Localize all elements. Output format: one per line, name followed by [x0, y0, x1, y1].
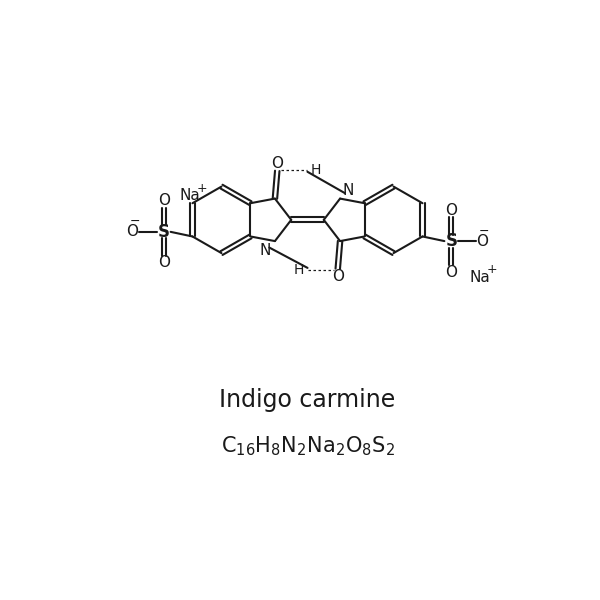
Text: O: O [445, 265, 457, 280]
Text: C$_{16}$H$_{8}$N$_{2}$Na$_{2}$O$_{8}$S$_{2}$: C$_{16}$H$_{8}$N$_{2}$Na$_{2}$O$_{8}$S$_… [221, 434, 394, 458]
Text: O: O [271, 155, 283, 170]
Text: O: O [158, 256, 170, 271]
Text: O: O [158, 193, 170, 208]
Text: S: S [445, 232, 457, 250]
Text: O: O [127, 224, 139, 239]
Text: H: H [294, 263, 304, 277]
Text: O: O [332, 269, 344, 284]
Text: −: − [130, 215, 140, 228]
Text: Indigo carmine: Indigo carmine [220, 388, 395, 412]
Text: +: + [487, 263, 497, 276]
Text: N: N [260, 243, 271, 258]
Text: O: O [445, 203, 457, 218]
Text: −: − [479, 224, 489, 238]
Text: O: O [476, 233, 488, 248]
Text: N: N [342, 183, 353, 198]
Text: +: + [197, 182, 208, 195]
Text: Na: Na [469, 269, 490, 284]
Text: S: S [158, 223, 170, 241]
Text: H: H [311, 163, 321, 177]
Text: Na: Na [180, 188, 200, 203]
